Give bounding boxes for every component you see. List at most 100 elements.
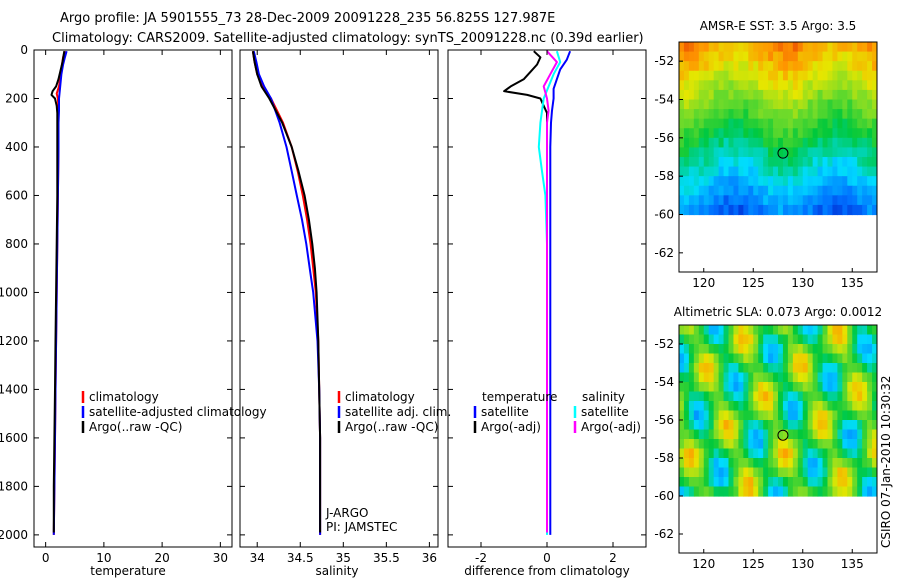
map-cell [792, 147, 799, 158]
map-cell [773, 448, 779, 459]
map-cell [743, 176, 749, 187]
map-cell [812, 420, 819, 431]
map-cell [703, 99, 710, 110]
map-cell [773, 391, 779, 402]
map-cell [763, 334, 769, 345]
map-cell [822, 420, 829, 431]
map-cell [867, 204, 873, 216]
map-cell [872, 391, 877, 402]
map-cell [748, 363, 754, 374]
map-cell [703, 109, 710, 120]
map-cell [787, 157, 794, 168]
map-cell [807, 372, 814, 383]
map-cell [872, 195, 877, 206]
map-cell [708, 176, 715, 187]
map-cell [832, 420, 838, 431]
y-tick-label: 0 [20, 43, 28, 57]
map-cell [693, 118, 700, 129]
map-cell [713, 185, 720, 196]
map-cell [812, 128, 819, 139]
map-cell [807, 118, 814, 129]
map-cell [842, 325, 848, 336]
map-cell [812, 137, 819, 149]
diff-legend-label-temp-satellite: satellite [481, 405, 529, 419]
map-cell [683, 353, 690, 364]
map-cell [862, 486, 868, 497]
map-cell [683, 325, 690, 336]
map-cell [748, 448, 754, 459]
map-cell [852, 420, 858, 431]
map-cell [822, 128, 829, 139]
map-cell [713, 344, 720, 355]
map-cell [763, 51, 769, 62]
map-cell [857, 195, 863, 206]
map-cell [768, 429, 774, 440]
series-line-salinity-argo-adj- [542, 50, 558, 533]
map-cell [698, 353, 705, 364]
salinity-panel: 34 34.5 35 35.5 36 salinity climatology sate… [239, 49, 451, 578]
map-x-tick-label: 125 [742, 557, 765, 571]
map-cell [802, 382, 809, 393]
map-cell [679, 147, 685, 158]
map-cell [827, 410, 834, 421]
map-cell [872, 458, 877, 469]
map-cell [688, 353, 695, 364]
diff-legend-title-salinity: salinity [582, 390, 625, 404]
map-cell [857, 147, 863, 158]
map-cell [768, 458, 774, 469]
map-cell [703, 344, 710, 355]
map-cell [812, 204, 819, 216]
map-cell [862, 185, 868, 196]
map-cell [733, 51, 739, 62]
map-cell [867, 99, 873, 110]
map-cell [822, 467, 829, 478]
map-cell [797, 51, 804, 62]
map-cell [837, 458, 843, 469]
map-cell [753, 420, 759, 431]
map-cell [753, 166, 759, 177]
map-cell [787, 80, 794, 91]
map-cell [842, 70, 848, 81]
map-cell [778, 89, 784, 101]
map-cell [688, 448, 695, 459]
map-cell [708, 128, 715, 139]
map-cell [837, 467, 843, 478]
map-cell [728, 89, 735, 101]
map-cell [693, 70, 700, 81]
y-tick-label: 2000 [0, 528, 28, 542]
map-cell [797, 137, 804, 149]
map-cell [688, 429, 695, 440]
map-cell [688, 391, 695, 402]
map-cell [738, 334, 744, 345]
map-y-tick-label: -58 [654, 169, 674, 183]
map-cell [822, 410, 829, 421]
map-cell [763, 42, 769, 53]
map-cell [718, 486, 725, 497]
map-cell [708, 61, 715, 72]
map-cell [753, 477, 759, 488]
map-cell [812, 70, 819, 81]
map-cell [728, 372, 735, 383]
map-cell [698, 325, 705, 336]
map-cell [847, 344, 853, 355]
map-cell [773, 325, 779, 336]
map-cell [723, 486, 730, 497]
map-cell [773, 128, 779, 139]
map-cell [797, 128, 804, 139]
map-cell [822, 344, 829, 355]
map-cell [733, 128, 739, 139]
map-cell [728, 477, 735, 488]
map-cell [847, 325, 853, 336]
map-cell [797, 439, 804, 450]
map-cell [723, 137, 730, 149]
map-cell [698, 486, 705, 497]
map-cell [733, 486, 739, 497]
y-tick-label: 400 [5, 140, 28, 154]
map-cell [758, 70, 764, 81]
map-cell [837, 344, 843, 355]
map-cell [713, 372, 720, 383]
map-cell [812, 410, 819, 421]
map-cell [782, 109, 789, 120]
map-cell [792, 128, 799, 139]
map-cell [763, 147, 769, 158]
